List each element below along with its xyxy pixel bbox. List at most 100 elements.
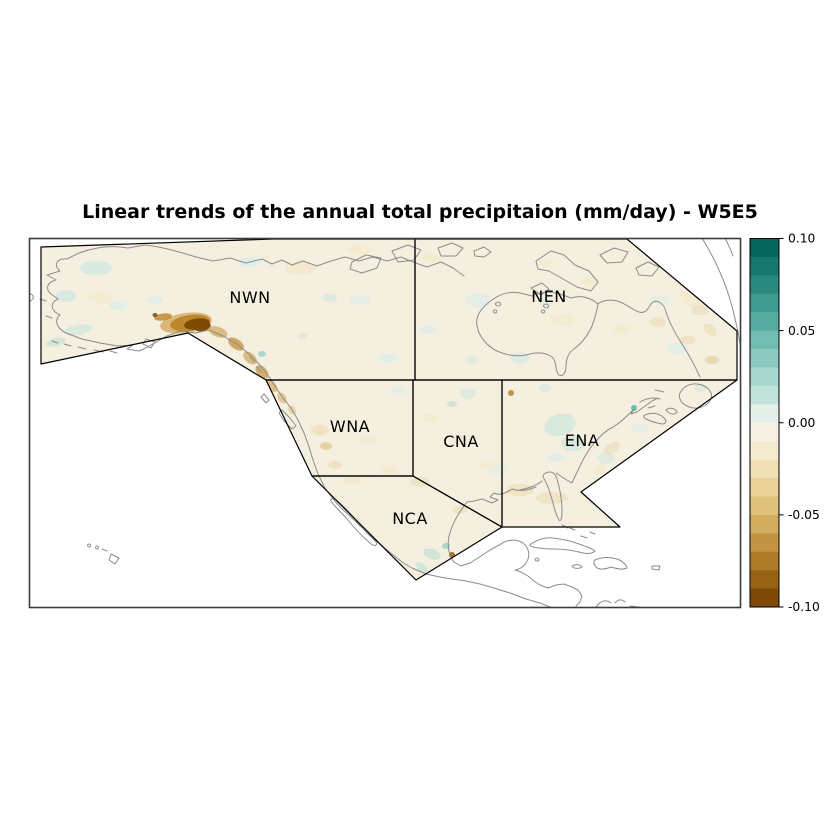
trend-patch bbox=[694, 384, 706, 392]
coastline-greenland bbox=[702, 239, 740, 347]
trend-patch bbox=[416, 562, 428, 574]
colorbar-band bbox=[750, 422, 779, 442]
coastline-caribbean bbox=[529, 527, 661, 607]
trend-patch bbox=[311, 425, 329, 435]
trend-patch bbox=[154, 313, 172, 321]
colorbar-band bbox=[750, 238, 779, 258]
region-label-cna: CNA bbox=[443, 432, 479, 451]
region-ena-boundary bbox=[501, 379, 738, 528]
trend-patch bbox=[422, 414, 438, 422]
trend-field bbox=[41, 239, 737, 580]
trend-patch bbox=[508, 390, 514, 396]
trend-patch bbox=[381, 465, 399, 475]
trend-patch bbox=[323, 294, 337, 302]
trend-patch bbox=[620, 473, 636, 483]
coastline-pacific bbox=[51, 329, 551, 607]
trend-patch bbox=[705, 356, 719, 364]
coastline-hudson-bay bbox=[476, 291, 599, 377]
region-label-wna: WNA bbox=[330, 417, 370, 436]
trend-patch bbox=[537, 297, 553, 307]
colorbar-band bbox=[750, 385, 779, 405]
trend-patch bbox=[320, 442, 332, 450]
trend-patch bbox=[651, 295, 669, 305]
colorbar: 0.10 0.05 0.00 -0.05 -0.10 bbox=[749, 232, 820, 614]
trend-patch bbox=[152, 313, 158, 317]
trend-patch bbox=[510, 352, 530, 364]
region-label-ena: ENA bbox=[565, 431, 600, 450]
trend-patch bbox=[419, 253, 441, 263]
trend-patch bbox=[452, 435, 468, 445]
region-nen-boundary bbox=[414, 239, 738, 381]
trend-patch bbox=[680, 291, 700, 309]
trend-patch bbox=[258, 351, 266, 357]
colorbar-tick-label: 0.05 bbox=[788, 324, 815, 338]
trend-patch bbox=[544, 413, 576, 437]
trend-patch bbox=[465, 356, 479, 364]
trend-patch bbox=[539, 384, 551, 392]
trend-patch bbox=[479, 461, 497, 471]
trend-patch bbox=[452, 506, 468, 514]
colorbar-band bbox=[750, 330, 779, 350]
trend-patch bbox=[56, 290, 76, 302]
region-label-nwn: NWN bbox=[229, 288, 270, 307]
region-labels: NWN NEN WNA CNA ENA NCA bbox=[229, 287, 600, 528]
colorbar-band bbox=[750, 404, 779, 424]
trend-patch bbox=[604, 441, 620, 455]
trend-patch bbox=[561, 435, 585, 451]
trend-patch bbox=[447, 401, 457, 407]
trend-patch bbox=[598, 452, 614, 464]
colorbar-tick-label: 0.00 bbox=[788, 416, 815, 430]
trend-patch bbox=[277, 392, 287, 404]
colorbar-bands bbox=[750, 238, 779, 608]
trend-field-patches bbox=[46, 245, 719, 574]
trend-patch bbox=[350, 295, 370, 305]
trend-patch bbox=[109, 301, 127, 311]
region-label-nca: NCA bbox=[392, 509, 428, 528]
colorbar-band bbox=[750, 551, 779, 571]
coastline-gulf-atlantic bbox=[447, 299, 713, 607]
trend-patch bbox=[80, 261, 112, 275]
colorbar-band bbox=[750, 441, 779, 460]
colorbar-band bbox=[750, 275, 779, 295]
trend-patch bbox=[348, 245, 372, 255]
trend-patch bbox=[328, 461, 342, 469]
trend-patch bbox=[613, 325, 631, 335]
colorbar-ticks: 0.10 0.05 0.00 -0.05 -0.10 bbox=[779, 232, 820, 614]
coastline-arctic bbox=[30, 242, 660, 334]
colorbar-band bbox=[750, 478, 779, 497]
colorbar-band bbox=[750, 459, 779, 479]
colorbar-band bbox=[750, 293, 779, 313]
trend-patch bbox=[465, 293, 491, 307]
trend-patch bbox=[593, 464, 607, 476]
map-area bbox=[30, 239, 740, 607]
trend-patch bbox=[550, 314, 574, 326]
trend-patch bbox=[390, 385, 406, 395]
trend-patch bbox=[460, 389, 476, 399]
trend-patch bbox=[631, 405, 637, 411]
colorbar-band bbox=[750, 570, 779, 589]
colorbar-band bbox=[750, 367, 779, 387]
colorbar-band bbox=[750, 349, 779, 368]
colorbar-band bbox=[750, 496, 779, 516]
trend-patch bbox=[580, 277, 600, 287]
trend-patch bbox=[423, 548, 441, 560]
region-boundaries bbox=[40, 239, 738, 581]
colorbar-band bbox=[750, 312, 779, 332]
trend-patch bbox=[692, 305, 708, 315]
trend-patch bbox=[420, 325, 436, 335]
trend-patch bbox=[88, 292, 112, 304]
colorbar-tick-label: 0.10 bbox=[788, 232, 815, 246]
colorbar-band bbox=[750, 588, 779, 608]
trend-patch bbox=[147, 296, 163, 304]
trend-patch bbox=[361, 436, 375, 444]
trend-patch bbox=[442, 543, 450, 549]
colorbar-band bbox=[750, 256, 779, 276]
coastlines bbox=[30, 239, 740, 607]
figure-title: Linear trends of the annual total precip… bbox=[82, 201, 758, 223]
trend-patch bbox=[379, 353, 397, 363]
trend-patch bbox=[680, 336, 696, 344]
colorbar-tick-label: -0.05 bbox=[788, 508, 820, 522]
trend-patch bbox=[536, 258, 554, 266]
